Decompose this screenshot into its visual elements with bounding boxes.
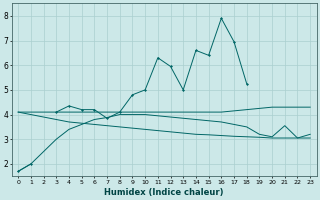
X-axis label: Humidex (Indice chaleur): Humidex (Indice chaleur) [104, 188, 224, 197]
